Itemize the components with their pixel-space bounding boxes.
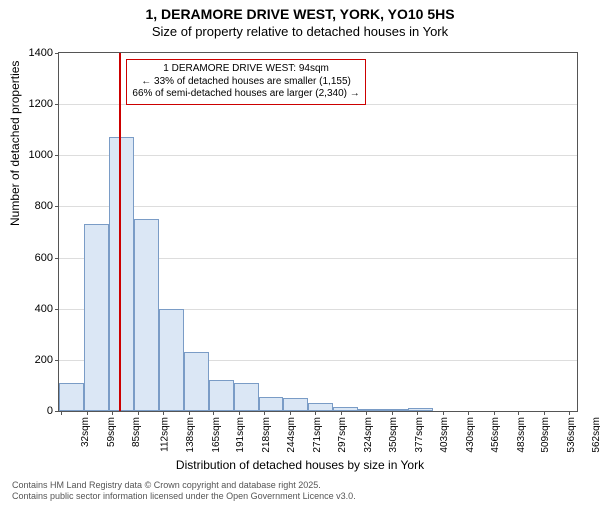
histogram-bar xyxy=(134,219,159,411)
histogram-bar xyxy=(159,309,184,411)
x-tick-mark xyxy=(138,411,139,415)
histogram-bar xyxy=(209,380,234,411)
histogram-bar xyxy=(234,383,259,411)
x-tick-mark xyxy=(468,411,469,415)
x-tick-mark xyxy=(494,411,495,415)
x-tick-label: 350sqm xyxy=(388,417,399,453)
y-axis-label: Number of detached properties xyxy=(8,61,22,226)
histogram-bar xyxy=(184,352,209,411)
y-tick-label: 1400 xyxy=(29,47,59,59)
x-tick-label: 297sqm xyxy=(337,417,348,453)
histogram-bar xyxy=(59,383,84,411)
y-tick-label: 600 xyxy=(35,252,59,264)
x-tick-label: 191sqm xyxy=(235,417,246,453)
x-tick-mark xyxy=(315,411,316,415)
y-tick-label: 1200 xyxy=(29,98,59,110)
histogram-bar xyxy=(358,409,383,411)
histogram-bar xyxy=(308,403,333,411)
histogram-bar xyxy=(283,398,308,411)
x-tick-mark xyxy=(112,411,113,415)
y-tick-label: 400 xyxy=(35,303,59,315)
x-tick-mark xyxy=(87,411,88,415)
histogram-bar xyxy=(333,407,358,411)
y-tick-label: 800 xyxy=(35,200,59,212)
x-tick-mark xyxy=(213,411,214,415)
x-tick-label: 483sqm xyxy=(515,417,526,453)
x-tick-mark xyxy=(366,411,367,415)
annotation-callout: 1 DERAMORE DRIVE WEST: 94sqm← 33% of det… xyxy=(126,59,365,105)
annotation-line: 66% of semi-detached houses are larger (… xyxy=(132,88,359,101)
x-tick-mark xyxy=(290,411,291,415)
chart-plot-area: 02004006008001000120014001 DERAMORE DRIV… xyxy=(58,52,578,412)
x-tick-label: 430sqm xyxy=(464,417,475,453)
x-tick-mark xyxy=(544,411,545,415)
x-tick-label: 271sqm xyxy=(312,417,323,453)
y-tick-label: 0 xyxy=(47,405,59,417)
footer-attribution: Contains HM Land Registry data © Crown c… xyxy=(12,480,356,502)
y-tick-label: 200 xyxy=(35,354,59,366)
x-tick-label: 377sqm xyxy=(414,417,425,453)
gridline xyxy=(59,155,577,156)
x-tick-mark xyxy=(518,411,519,415)
property-marker-line xyxy=(119,53,121,411)
histogram-bar xyxy=(84,224,109,411)
x-tick-label: 218sqm xyxy=(261,417,272,453)
x-tick-mark xyxy=(264,411,265,415)
x-tick-label: 165sqm xyxy=(210,417,221,453)
x-tick-label: 138sqm xyxy=(184,417,195,453)
x-tick-mark xyxy=(239,411,240,415)
footer-line-1: Contains HM Land Registry data © Crown c… xyxy=(12,480,356,491)
x-tick-mark xyxy=(341,411,342,415)
x-tick-mark xyxy=(163,411,164,415)
histogram-bar xyxy=(383,409,408,411)
annotation-line: ← 33% of detached houses are smaller (1,… xyxy=(132,76,359,89)
x-tick-mark xyxy=(392,411,393,415)
chart-subtitle: Size of property relative to detached ho… xyxy=(0,24,600,39)
x-tick-label: 456sqm xyxy=(489,417,500,453)
footer-line-2: Contains public sector information licen… xyxy=(12,491,356,502)
x-tick-label: 59sqm xyxy=(106,417,117,447)
x-tick-label: 536sqm xyxy=(566,417,577,453)
x-tick-mark xyxy=(569,411,570,415)
x-tick-label: 85sqm xyxy=(131,417,142,447)
x-tick-label: 562sqm xyxy=(591,417,600,453)
chart-title: 1, DERAMORE DRIVE WEST, YORK, YO10 5HS xyxy=(0,6,600,22)
y-tick-label: 1000 xyxy=(29,149,59,161)
x-tick-label: 324sqm xyxy=(363,417,374,453)
gridline xyxy=(59,206,577,207)
x-tick-mark xyxy=(443,411,444,415)
histogram-bar xyxy=(259,397,284,411)
x-tick-label: 32sqm xyxy=(80,417,91,447)
x-tick-label: 244sqm xyxy=(286,417,297,453)
x-tick-mark xyxy=(189,411,190,415)
x-axis-label: Distribution of detached houses by size … xyxy=(0,458,600,472)
x-tick-label: 509sqm xyxy=(540,417,551,453)
x-tick-label: 112sqm xyxy=(159,417,170,452)
annotation-line: 1 DERAMORE DRIVE WEST: 94sqm xyxy=(132,63,359,76)
histogram-bar xyxy=(408,408,433,411)
x-tick-label: 403sqm xyxy=(439,417,450,453)
x-tick-mark xyxy=(61,411,62,415)
x-tick-mark xyxy=(417,411,418,415)
